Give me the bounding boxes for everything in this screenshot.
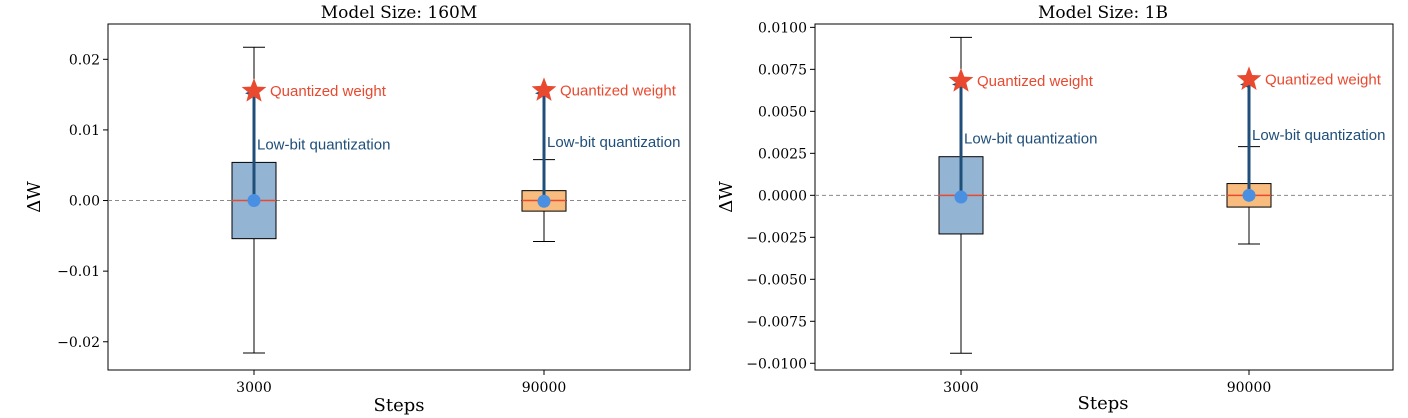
- quantized-weight-star: [948, 68, 974, 92]
- y-axis-ticks: −0.0100 −0.0075 −0.0050 −0.0025 0.0000 0.0025…: [746, 20, 815, 372]
- original-weight-point: [954, 190, 968, 204]
- y-tick-label: −0.0050: [746, 272, 807, 288]
- low-bit-quantization-label: Low-bit quantization: [257, 137, 390, 154]
- y-axis-label: ΔW: [24, 181, 45, 213]
- box-series: Quantized weight Low-bit quantization Quan…: [815, 36, 1393, 354]
- x-tick-label: 3000: [236, 380, 272, 396]
- x-axis-label: Steps: [1078, 393, 1129, 414]
- x-axis-ticks: 3000 90000: [943, 370, 1271, 396]
- y-tick-label: 0.01: [69, 123, 100, 139]
- y-axis-label: ΔW: [716, 181, 737, 213]
- box-series: Quantized weight Low-bit quantization Quan…: [108, 46, 690, 354]
- quantized-weight-star: [241, 78, 267, 102]
- quantized-weight-label: Quantized weight: [560, 82, 677, 99]
- quantized-weight-label: Quantized weight: [270, 83, 387, 100]
- x-axis-label: Steps: [374, 395, 425, 416]
- y-tick-label: 0.0100: [758, 20, 807, 36]
- y-tick-label: 0.0050: [758, 104, 807, 120]
- original-weight-point: [537, 194, 551, 208]
- chart-title: Model Size: 160M: [321, 3, 478, 23]
- y-tick-label: 0.00: [69, 194, 100, 210]
- x-tick-label: 90000: [1227, 380, 1272, 396]
- low-bit-quantization-label: Low-bit quantization: [964, 130, 1097, 147]
- y-tick-label: −0.02: [57, 335, 100, 351]
- low-bit-quantization-label: Low-bit quantization: [547, 134, 680, 151]
- quantized-weight-star: [1236, 66, 1262, 90]
- x-tick-label: 90000: [522, 380, 567, 396]
- original-weight-point: [1242, 188, 1256, 202]
- plot-frame: [107, 23, 691, 371]
- plot-frame: [814, 23, 1394, 371]
- y-tick-label: 0.02: [69, 52, 100, 68]
- y-tick-label: −0.0025: [746, 230, 807, 246]
- quantized-weight-label: Quantized weight: [1265, 71, 1382, 88]
- y-tick-label: 0.0000: [758, 188, 807, 204]
- y-axis-ticks: −0.02 −0.01 0.00 0.01 0.02: [57, 52, 108, 351]
- quantized-weight-label: Quantized weight: [977, 73, 1094, 90]
- chart-title: Model Size: 1B: [1038, 3, 1168, 23]
- x-axis-ticks: 3000 90000: [236, 370, 566, 396]
- y-tick-label: 0.0075: [758, 62, 807, 78]
- y-tick-label: −0.01: [57, 264, 100, 280]
- chart-panel-1b: Model Size: 1B −0.0100−0.0075−0.0050−0.0…: [716, 3, 1394, 414]
- chart-panel-160m: Model Size: 160M −0.02−0.010.000.010.02 …: [24, 3, 691, 416]
- x-tick-label: 3000: [943, 380, 979, 396]
- y-tick-label: −0.0100: [746, 356, 807, 372]
- y-tick-label: −0.0075: [746, 314, 807, 330]
- original-weight-point: [247, 194, 261, 208]
- y-tick-label: 0.0025: [758, 146, 807, 162]
- low-bit-quantization-label: Low-bit quantization: [1252, 127, 1385, 144]
- quantized-weight-star: [531, 77, 557, 101]
